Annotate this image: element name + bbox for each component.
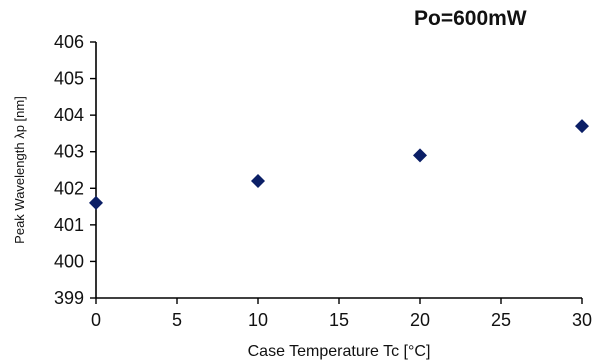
y-tick-label: 399 [54,288,84,308]
y-tick-label: 403 [54,142,84,162]
x-tick-label: 25 [491,310,511,330]
data-point [89,195,103,210]
data-point [575,119,589,134]
x-tick-label: 20 [410,310,430,330]
data-points [89,119,589,210]
x-tick-label: 5 [172,310,182,330]
x-tick-label: 30 [572,310,592,330]
y-axis-label: Peak Wavelength λp [nm] [12,96,27,244]
data-point [251,173,265,188]
chart-title: Po=600mW [414,7,527,30]
axes-layer [95,42,582,299]
x-tick-label: 10 [248,310,268,330]
y-tick-label: 402 [54,178,84,198]
y-tick-label: 404 [54,105,84,125]
x-tick-label: 0 [91,310,101,330]
ticks-layer: 399 400 401 402 403 404 405 406 0 5 10 15 20 25 30 [54,32,592,330]
y-tick-label: 406 [54,32,84,52]
y-tick-label: 401 [54,215,84,235]
data-point [413,148,427,163]
y-tick-label: 405 [54,69,84,89]
x-axis-label: Case Temperature Tc [°C] [248,343,431,360]
y-tick-label: 400 [54,251,84,271]
x-tick-label: 15 [329,310,349,330]
